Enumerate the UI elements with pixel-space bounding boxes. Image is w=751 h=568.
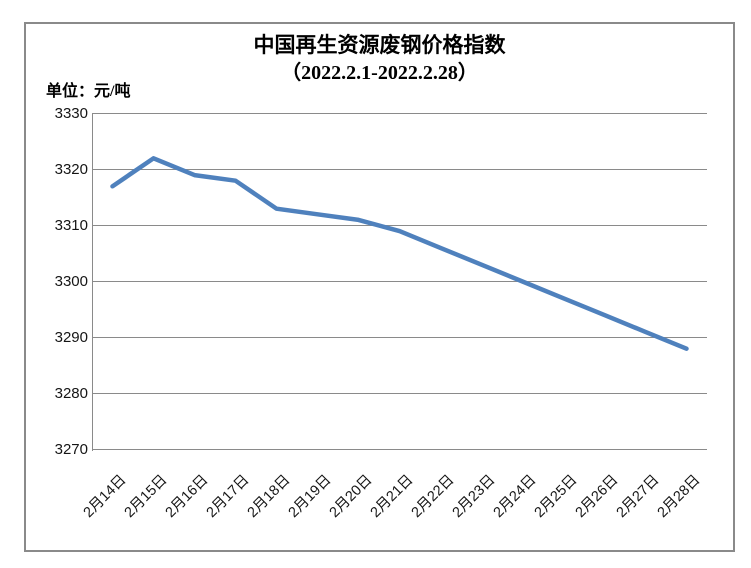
y-axis-label: 3290 [54,328,88,346]
x-axis-label: 2月15日 [121,472,171,521]
x-axis-label: 2月14日 [80,472,130,521]
x-axis-label: 2月23日 [449,472,499,521]
y-axis-label: 3280 [54,384,88,402]
chart-subtitle: （2022.2.1-2022.2.28） [281,62,478,84]
price-line [110,156,689,351]
x-axis-label: 2月17日 [203,472,253,521]
chart-title: 中国再生资源废钢价格指数 [253,33,506,57]
x-axis-label: 2月25日 [531,472,581,521]
y-axis-label: 3310 [54,216,88,234]
y-axis-label: 3270 [54,440,88,458]
unit-label: 单位：元/吨 [46,83,131,100]
x-axis-label: 2月21日 [367,472,417,521]
x-axis-label: 2月19日 [285,472,335,521]
x-axis-label: 2月27日 [613,472,663,521]
chart-frame: 中国再生资源废钢价格指数 （2022.2.1-2022.2.28） 单位：元/吨… [24,22,735,552]
y-axis-label: 3320 [54,160,88,178]
x-axis-label: 2月28日 [654,472,704,521]
price-line-chart [92,113,707,451]
x-axis-label: 2月16日 [162,472,212,521]
x-axis-label: 2月20日 [326,472,376,521]
x-axis-label: 2月22日 [408,472,458,521]
x-axis-label: 2月18日 [244,472,294,521]
x-axis-label: 2月26日 [572,472,622,521]
y-axis-label: 3330 [54,104,88,122]
x-axis-label: 2月24日 [490,472,540,521]
y-axis-label: 3300 [54,272,88,290]
